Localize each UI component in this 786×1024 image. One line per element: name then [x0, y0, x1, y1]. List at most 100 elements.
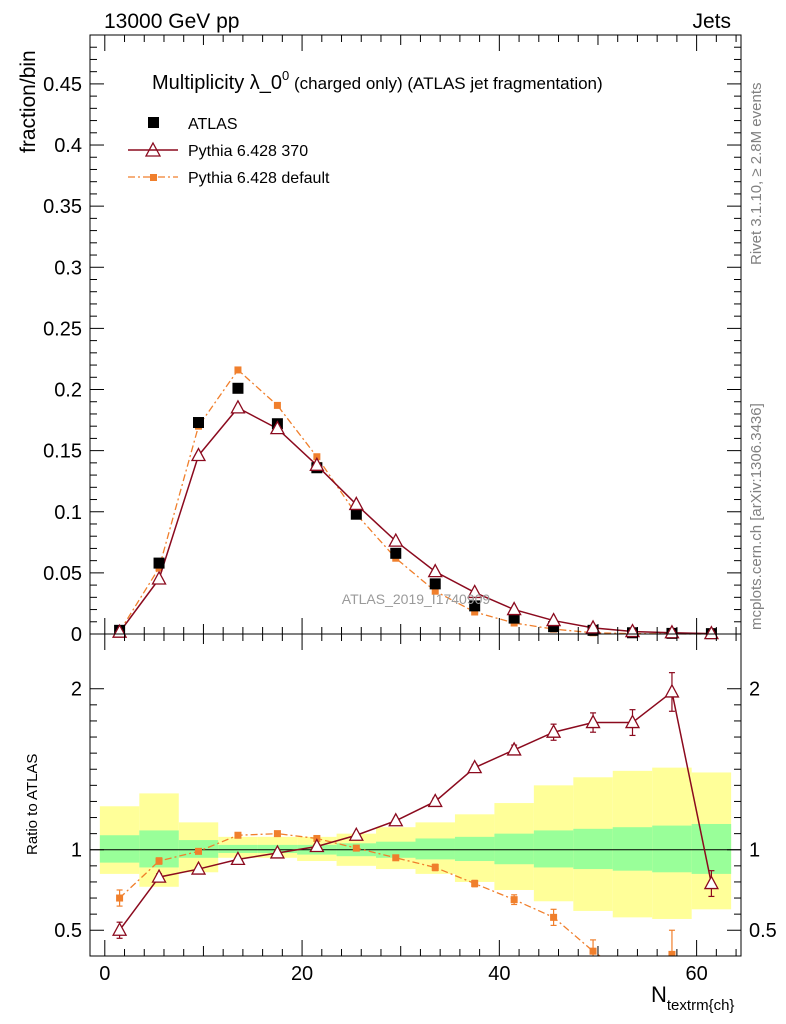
- legend: ATLAS Pythia 6.428 370 Pythia 6.428 defa…: [128, 116, 330, 187]
- main-y-tick-label: 0: [71, 624, 82, 646]
- point-atlas: [153, 557, 165, 569]
- point-pythia-370: [585, 619, 601, 634]
- ratio-point-pythia-default: [392, 854, 400, 862]
- point-pythia-370: [388, 532, 404, 547]
- ratio-line-pythia-default: [119, 832, 673, 956]
- point-atlas: [350, 508, 362, 520]
- point-pythia-370: [703, 625, 720, 640]
- ratio-inner-band: [533, 830, 574, 868]
- ratio-point-pythia-370: [309, 838, 325, 853]
- point-pythia-370: [151, 570, 167, 585]
- ratio-y-tick-label: 0.5: [54, 920, 82, 942]
- point-atlas: [548, 621, 560, 633]
- main-y-tick-label: 0.05: [43, 563, 82, 585]
- plot-title: Multiplicity λ_00 (charged only) (ATLAS …: [152, 68, 603, 94]
- ratio-point-pythia-370: [664, 683, 680, 698]
- ratio-inner-band: [218, 844, 258, 853]
- x-axis-label: Ntextrm{ch}: [651, 982, 734, 1014]
- point-pythia-370: [309, 456, 325, 471]
- ratio-point-pythia-370: [348, 826, 364, 841]
- ratio-point-pythia-default: [668, 950, 676, 956]
- ratio-y-tick-label: 2: [71, 679, 82, 701]
- x-tick-label: 40: [488, 963, 510, 985]
- rivet-version-label: Rivet 3.1.10, ≥ 2.8M events: [748, 83, 765, 266]
- x-tick-label: 0: [99, 963, 110, 985]
- point-pythia-default: [313, 453, 321, 461]
- ratio-point-pythia-default: [510, 896, 518, 904]
- point-atlas: [429, 578, 441, 590]
- point-atlas: [508, 612, 520, 624]
- point-atlas: [469, 600, 481, 612]
- point-pythia-default: [431, 587, 439, 595]
- point-pythia-370: [545, 612, 562, 627]
- ratio-point-pythia-default: [431, 863, 439, 871]
- ratio-point-pythia-default: [234, 831, 242, 839]
- legend-marker-pythia-370: [144, 141, 162, 157]
- ratio-inner-band: [99, 835, 140, 863]
- ratio-point-pythia-370: [151, 868, 167, 883]
- x-axis-label-sub: textrm{ch}: [667, 997, 735, 1014]
- ratio-point-pythia-370: [703, 875, 720, 890]
- point-pythia-370: [664, 624, 680, 639]
- ratio-plot-panel: 0.5 0.51 12 20 20 40 60: [54, 633, 777, 985]
- ratio-inner-band: [415, 838, 455, 860]
- legend-marker-pythia-default: [150, 174, 157, 181]
- ratio-point-pythia-370: [388, 812, 404, 827]
- point-pythia-370: [190, 447, 207, 462]
- plot-title-sup: 0: [282, 68, 289, 83]
- ratio-point-pythia-370: [545, 723, 562, 738]
- point-atlas: [232, 382, 244, 394]
- ratio-inner-band: [573, 828, 613, 870]
- mcplots-label: mcplots.cern.ch [arXiv:1306.3436]: [748, 403, 765, 630]
- ratio-plot-frame: [89, 633, 742, 957]
- ratio-point-pythia-default: [352, 844, 360, 852]
- ratio-inner-band: [454, 836, 495, 862]
- series-line-pythia-370: [118, 406, 712, 635]
- ratio-point-pythia-default: [589, 947, 597, 955]
- point-pythia-370: [230, 399, 246, 414]
- series-line-pythia-default: [119, 368, 712, 635]
- header-energy-label: 13000 GeV pp: [104, 10, 239, 33]
- main-y-tick-label: 0.45: [43, 74, 82, 96]
- point-atlas: [390, 547, 402, 559]
- plot-title-rest: (charged only) (ATLAS jet fragmentation): [289, 74, 602, 93]
- analysis-watermark: ATLAS_2019_I1740909: [342, 591, 491, 607]
- ratio-point-pythia-370: [111, 921, 128, 936]
- main-y-tick-label: 0.35: [43, 196, 82, 218]
- point-pythia-default: [234, 366, 242, 374]
- point-pythia-default: [273, 401, 281, 409]
- ratio-y-tick-label-right: 1: [749, 840, 760, 862]
- point-pythia-370: [269, 420, 286, 435]
- header-jets-label: Jets: [692, 10, 731, 33]
- point-pythia-370: [348, 496, 364, 511]
- ratio-point-pythia-default: [550, 913, 558, 921]
- ratio-inner-band: [612, 827, 653, 871]
- ratio-point-pythia-370: [190, 860, 207, 875]
- ratio-point-pythia-370: [269, 844, 286, 859]
- ratio-point-pythia-370: [467, 759, 483, 774]
- point-pythia-370: [467, 584, 483, 599]
- ratio-point-pythia-370: [506, 741, 522, 756]
- ratio-y-tick-label: 1: [71, 840, 82, 862]
- ratio-point-pythia-370: [624, 714, 641, 729]
- ratio-point-pythia-default: [471, 880, 479, 888]
- point-pythia-default: [471, 608, 479, 616]
- ratio-y-tick-label-right: 0.5: [749, 920, 777, 942]
- ratio-point-pythia-370: [230, 851, 246, 866]
- legend-label-pythia-370: Pythia 6.428 370: [188, 143, 308, 160]
- legend-label-pythia-default: Pythia 6.428 default: [188, 170, 330, 187]
- x-tick-label: 20: [291, 963, 313, 985]
- ratio-y-tick-label-right: 2: [749, 679, 760, 701]
- ratio-point-pythia-default: [116, 894, 124, 902]
- main-y-tick-label: 0.2: [54, 380, 82, 402]
- legend-label-atlas: ATLAS: [188, 116, 238, 133]
- main-y-tick-label: 0.3: [54, 257, 82, 279]
- legend-marker-atlas: [148, 117, 159, 128]
- main-y-tick-label: 0.4: [54, 135, 82, 157]
- ratio-inner-band: [691, 823, 732, 874]
- ratio-inner-band: [494, 833, 534, 865]
- x-tick-label: 60: [685, 963, 707, 985]
- plot-title-main: Multiplicity λ_0: [152, 72, 282, 94]
- ratio-point-pythia-default: [629, 975, 636, 982]
